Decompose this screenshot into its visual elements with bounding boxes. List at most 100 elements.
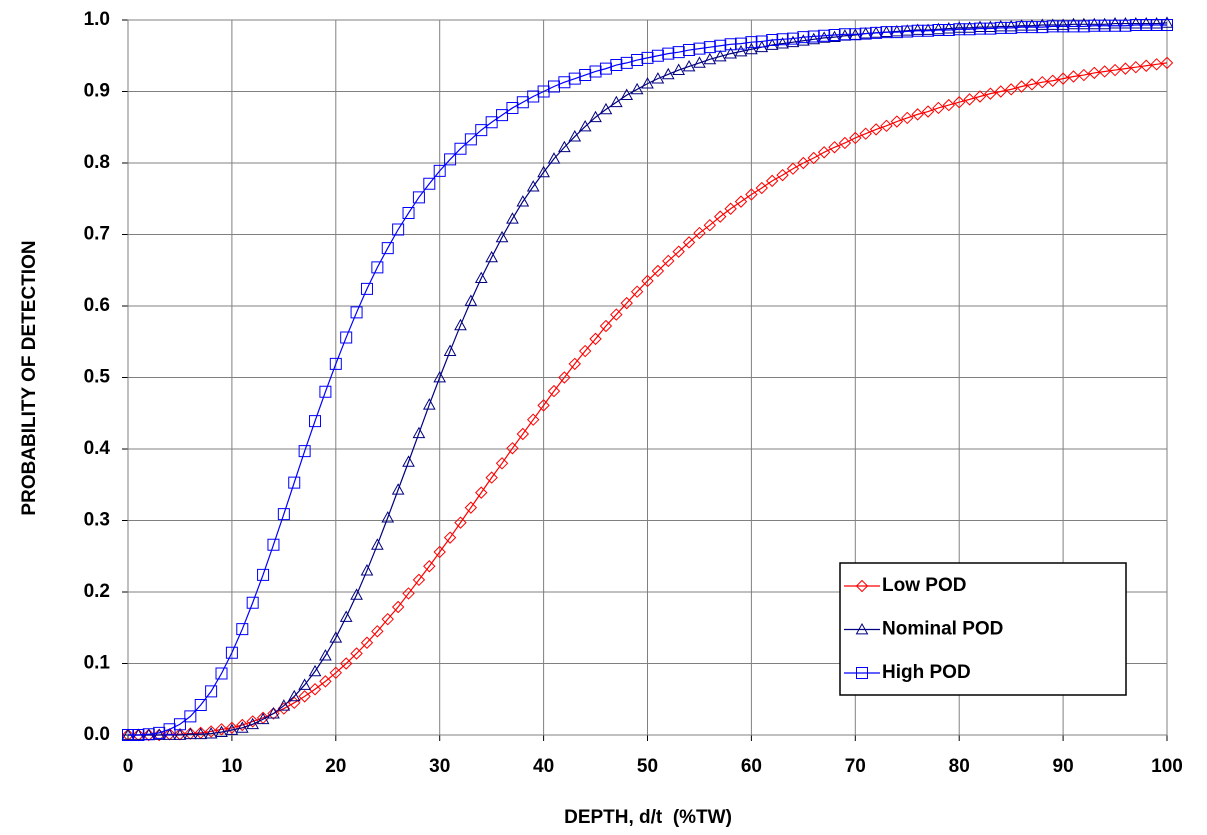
- marker: [298, 678, 311, 690]
- marker: [942, 98, 956, 112]
- marker: [662, 254, 675, 268]
- marker: [547, 80, 560, 93]
- marker: [454, 516, 467, 529]
- marker: [329, 631, 343, 643]
- marker: [1077, 20, 1090, 33]
- marker: [329, 666, 343, 680]
- marker: [765, 174, 779, 188]
- marker: [225, 723, 239, 735]
- marker: [267, 538, 280, 551]
- marker: [412, 426, 426, 439]
- marker: [558, 76, 571, 89]
- marker: [672, 245, 685, 258]
- marker: [433, 545, 446, 559]
- marker: [963, 23, 976, 36]
- marker: [859, 27, 872, 40]
- marker: [527, 90, 540, 103]
- marker: [1036, 75, 1049, 89]
- marker: [319, 675, 332, 688]
- y-tick-label: 0.2: [84, 581, 110, 602]
- marker: [184, 710, 197, 723]
- marker: [620, 88, 634, 100]
- marker: [485, 471, 498, 484]
- marker: [1025, 78, 1039, 91]
- marker: [984, 87, 997, 100]
- y-tick-label: 0.0: [84, 724, 110, 745]
- marker: [153, 726, 166, 739]
- marker: [454, 318, 467, 331]
- marker: [1056, 18, 1070, 30]
- marker: [735, 37, 748, 50]
- marker: [1150, 58, 1163, 71]
- marker: [412, 191, 425, 204]
- marker: [475, 124, 488, 137]
- marker: [952, 21, 966, 33]
- marker: [921, 105, 935, 118]
- marker: [963, 93, 976, 106]
- marker: [1004, 83, 1018, 96]
- marker: [1004, 19, 1018, 32]
- marker: [568, 130, 582, 142]
- marker: [869, 123, 883, 136]
- y-tick-label: 0.3: [84, 510, 110, 531]
- marker: [1108, 63, 1122, 77]
- marker: [984, 20, 997, 33]
- marker: [1077, 17, 1091, 30]
- marker: [350, 647, 363, 660]
- x-tick-label: 50: [637, 756, 658, 777]
- marker: [1129, 17, 1143, 29]
- marker: [714, 39, 727, 52]
- legend-marker: [855, 622, 869, 635]
- marker: [890, 115, 904, 128]
- marker: [433, 164, 446, 177]
- marker: [589, 110, 602, 123]
- marker: [589, 332, 602, 346]
- marker: [444, 153, 457, 166]
- marker: [807, 30, 820, 43]
- marker: [319, 385, 332, 398]
- marker: [1098, 17, 1112, 30]
- marker: [402, 207, 415, 220]
- marker: [308, 683, 322, 696]
- marker: [1036, 21, 1049, 34]
- legend-label: High POD: [882, 662, 971, 683]
- marker: [173, 718, 186, 731]
- marker: [932, 22, 945, 35]
- marker: [1140, 59, 1153, 72]
- marker: [371, 538, 384, 550]
- marker: [942, 24, 955, 37]
- marker: [391, 600, 405, 614]
- marker: [1015, 19, 1028, 31]
- marker: [1161, 19, 1173, 32]
- marker: [849, 28, 862, 41]
- marker: [412, 573, 426, 587]
- marker: [225, 646, 238, 659]
- marker: [973, 20, 987, 33]
- marker: [568, 72, 581, 85]
- marker: [599, 319, 613, 333]
- marker: [537, 165, 550, 178]
- marker: [163, 723, 176, 736]
- y-tick-label: 0.7: [84, 224, 110, 245]
- marker: [682, 59, 696, 72]
- marker: [392, 223, 405, 236]
- marker: [506, 101, 519, 114]
- marker: [734, 195, 748, 208]
- marker: [433, 370, 447, 383]
- marker: [682, 236, 696, 249]
- marker: [339, 657, 353, 670]
- marker: [942, 22, 956, 34]
- legend-label: Nominal POD: [882, 619, 1003, 640]
- series-markers: [121, 56, 1174, 742]
- marker: [422, 398, 436, 410]
- marker: [745, 188, 758, 201]
- marker: [568, 357, 581, 371]
- marker: [703, 52, 717, 65]
- marker: [537, 85, 550, 98]
- marker: [1160, 56, 1174, 70]
- series-line: [128, 24, 1167, 736]
- marker: [152, 728, 166, 740]
- marker: [901, 111, 914, 125]
